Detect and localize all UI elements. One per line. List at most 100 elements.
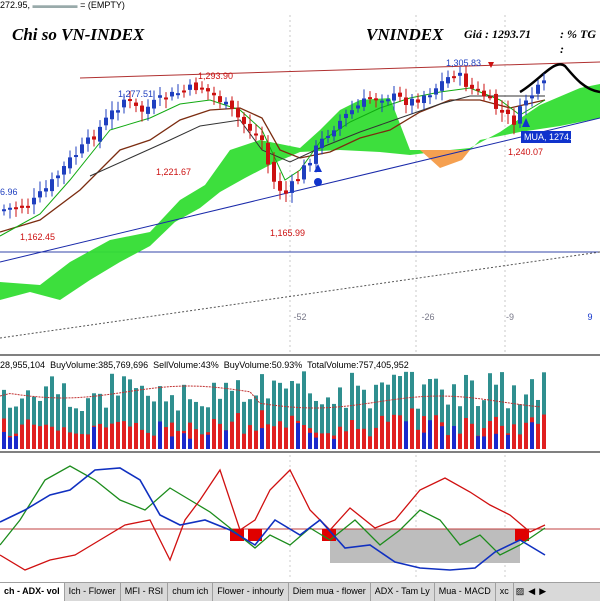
volume-bar-sell xyxy=(170,422,174,449)
volume-bar-total xyxy=(176,410,180,449)
candle-body xyxy=(260,135,264,140)
tab-mfi-rsi[interactable]: MFI - RSI xyxy=(121,583,169,601)
ichimoku-cloud xyxy=(0,84,600,300)
lock-icon[interactable]: ▨ xyxy=(515,586,525,596)
candle-body xyxy=(140,105,144,112)
volume-bar-sell xyxy=(320,433,324,449)
tab-mua-macd[interactable]: Mua - MACD xyxy=(435,583,496,601)
volume-bar-total xyxy=(20,398,24,449)
volume-bar-total xyxy=(398,376,402,449)
volume-bar-total xyxy=(404,371,408,449)
candle-body xyxy=(122,99,126,108)
candle-body xyxy=(92,136,96,140)
volume-bar-total xyxy=(242,401,246,449)
price-annotation: 1,221.67 xyxy=(156,167,191,177)
candle-body xyxy=(452,76,456,79)
x-tick-label: -9 xyxy=(506,312,514,322)
volume-bar-total xyxy=(518,404,522,449)
volume-v1: 28,955,104 xyxy=(0,360,46,370)
candle-body xyxy=(440,81,444,91)
candle-body xyxy=(128,99,132,102)
candle-body xyxy=(290,181,294,193)
volume-bar-sell xyxy=(392,414,396,449)
volume-bar-sell xyxy=(164,427,168,449)
tab-flower-inhourly[interactable]: Flower - inhourly xyxy=(213,583,289,601)
volume-bar-total xyxy=(140,385,144,449)
volume-bar-total xyxy=(224,382,228,449)
volume-bar-total xyxy=(86,398,90,449)
candle-body xyxy=(380,100,384,103)
volume-bar-buy xyxy=(2,431,6,449)
volume-bar-sell xyxy=(458,433,462,449)
volume-bar-sell xyxy=(524,422,528,449)
tab-diem-mua-flower[interactable]: Diem mua - flower xyxy=(289,583,371,601)
tab-scroll-right-icon[interactable]: ▶ xyxy=(539,586,547,596)
volume-bar-sell xyxy=(464,418,468,449)
tab-xc[interactable]: xc xyxy=(496,583,514,601)
candle-body xyxy=(506,109,510,115)
symbol-title: VNINDEX xyxy=(366,25,444,44)
volume-bar-total xyxy=(452,384,456,449)
support-trendline xyxy=(0,117,600,263)
top-info-line: 272.95, ▬▬▬▬▬ = (EMPTY) xyxy=(0,0,125,10)
candle-body xyxy=(236,108,240,118)
candle-body xyxy=(428,95,432,98)
volume-bar-sell xyxy=(56,430,60,449)
candle-body xyxy=(410,98,414,106)
volume-bar-sell xyxy=(122,421,126,449)
volume-bar-buy xyxy=(476,436,480,449)
volume-bar-total xyxy=(98,393,102,449)
candle-body xyxy=(368,97,372,100)
buy-arrow-icon xyxy=(314,164,322,172)
volume-bar-total xyxy=(182,384,186,449)
volume-bar-sell xyxy=(86,434,90,449)
tab-scroll-left-icon[interactable]: ◀ xyxy=(528,586,536,596)
adx-line xyxy=(0,465,546,556)
tab-chum-ich[interactable]: chum ich xyxy=(168,583,214,601)
candle-body xyxy=(470,84,474,89)
volume-bar-total xyxy=(284,388,288,449)
volume-bar-total xyxy=(494,384,498,449)
candle-body xyxy=(200,87,204,90)
candle-body xyxy=(524,100,528,106)
volume-bar-sell xyxy=(512,424,516,449)
candle-body xyxy=(356,105,360,109)
volume-bar-sell xyxy=(488,421,492,449)
volume-bar-sell xyxy=(272,426,276,449)
volume-bar-sell xyxy=(146,432,150,449)
volume-bar-buy xyxy=(494,433,498,449)
candle-body xyxy=(20,205,24,208)
buy-arrow-icon xyxy=(522,118,530,127)
buy-signal-box xyxy=(521,131,571,143)
candle-body xyxy=(488,96,492,99)
volume-bar-total xyxy=(302,371,306,449)
ma-line-brown xyxy=(0,99,546,233)
volume-panel[interactable] xyxy=(0,371,600,453)
volume-bar-sell xyxy=(32,424,36,449)
volume-bar-total xyxy=(62,383,66,449)
tab-ich-adx-vol[interactable]: ch - ADX- vol xyxy=(0,583,65,601)
volume-bar-total xyxy=(416,408,420,449)
candle-body xyxy=(530,95,534,99)
volume-bar-buy xyxy=(422,432,426,449)
volume-bar-sell xyxy=(284,427,288,449)
tab-ich-flower[interactable]: Ich - Flower xyxy=(65,583,121,601)
volume-bar-sell xyxy=(80,434,84,449)
volume-bar-total xyxy=(152,401,156,449)
volume-bar-sell xyxy=(110,423,114,449)
tab-adx-tam-ly[interactable]: ADX - Tam Ly xyxy=(371,583,435,601)
candle-body xyxy=(98,126,102,142)
volume-bar-buy xyxy=(482,436,486,449)
price-annotation: 1,293.90 xyxy=(198,71,233,81)
adx-panel[interactable] xyxy=(0,455,600,580)
candle-body xyxy=(320,138,324,148)
volume-bar-sell xyxy=(266,424,270,449)
candle-body xyxy=(512,115,516,125)
price-panel[interactable]: 1,277.51 1,293.90 1,305.83 1,221.67 1,162.45… xyxy=(0,15,600,356)
volume-bar-buy xyxy=(332,438,336,449)
price-annotation: 1,162.45 xyxy=(20,232,55,242)
volume-bar-total xyxy=(128,379,132,449)
candle-body xyxy=(338,120,342,129)
candle-body xyxy=(242,116,246,124)
volume-bar-buy xyxy=(170,436,174,449)
